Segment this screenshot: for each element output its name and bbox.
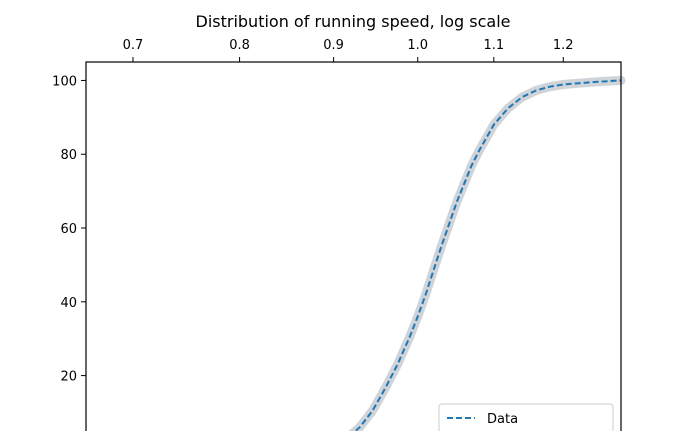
data-series-layer bbox=[353, 79, 622, 431]
legend-box bbox=[438, 403, 614, 431]
x-tick-label: 1.2 bbox=[553, 38, 574, 53]
y-tick-label: 60 bbox=[60, 222, 77, 237]
confidence-band bbox=[348, 75, 626, 431]
y-tick-label: 40 bbox=[60, 296, 77, 311]
y-tick-label: 20 bbox=[60, 370, 77, 385]
y-tick-label: 80 bbox=[60, 148, 77, 163]
x-axis-ticks: 0.7 0.8 0.9 1.0 1.1 1.2 bbox=[123, 38, 574, 62]
legend: Data bbox=[438, 403, 614, 431]
x-tick-label: 1.1 bbox=[483, 38, 504, 53]
x-tick-label: 0.9 bbox=[323, 38, 344, 53]
band-area bbox=[348, 75, 626, 431]
plot-frame bbox=[85, 61, 622, 431]
data-series-line bbox=[353, 79, 622, 431]
y-tick-label: 100 bbox=[52, 74, 77, 89]
x-tick-label: 0.7 bbox=[123, 38, 144, 53]
x-tick-label: 0.8 bbox=[229, 38, 250, 53]
y-axis-ticks: 20 40 60 80 100 bbox=[52, 74, 86, 385]
chart-title: Distribution of running speed, log scale bbox=[196, 12, 511, 31]
x-tick-label: 1.0 bbox=[407, 38, 428, 53]
legend-label-data: Data bbox=[487, 412, 518, 427]
